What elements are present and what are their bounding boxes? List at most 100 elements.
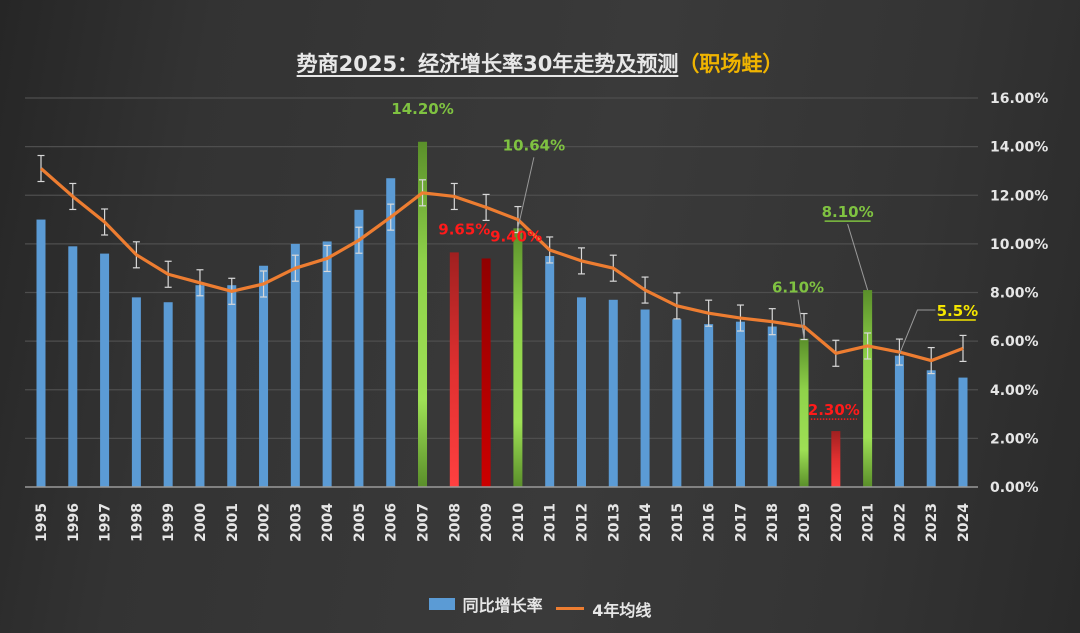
y-tick-label: 14.00% <box>990 140 1048 156</box>
y-tick-label: 4.00% <box>990 383 1039 399</box>
annotation-label: 14.20% <box>391 100 453 118</box>
y-tick-label: 8.00% <box>990 286 1039 302</box>
chart-title-suffix: （职场蛙） <box>678 52 784 76</box>
x-tick-label: 2011 <box>543 503 559 542</box>
gridlines <box>25 97 978 439</box>
chart-title: 势商2025：经济增长率30年走势及预测（职场蛙） <box>0 48 1080 78</box>
x-tick-label: 2022 <box>892 503 908 542</box>
annotation-2020: 2.30% <box>808 401 860 420</box>
x-tick-label: 1995 <box>34 503 50 542</box>
bar-2015 <box>672 319 682 487</box>
bar-1997 <box>100 253 110 487</box>
annotation-label: 8.10% <box>822 203 874 221</box>
y-tick-label: 12.00% <box>990 188 1048 204</box>
x-tick-label: 1999 <box>161 503 177 542</box>
annotation-2019: 6.10% <box>772 279 824 339</box>
bar-2021 <box>863 290 873 487</box>
bar-2014 <box>640 309 650 487</box>
x-tick-label: 2000 <box>193 503 209 542</box>
x-tick-label: 2003 <box>288 503 304 542</box>
y-tick-label: 16.00% <box>990 91 1048 107</box>
annotation-label: 5.5% <box>937 302 979 320</box>
bar-2011 <box>545 256 555 487</box>
bar-2019 <box>799 338 809 487</box>
bar-2000 <box>195 285 205 487</box>
x-tick-label: 2018 <box>765 503 781 542</box>
x-tick-label: 2013 <box>606 503 622 542</box>
legend-swatch-line <box>556 607 585 610</box>
line-4yr-average <box>39 167 964 363</box>
chart-title-main: 势商2025：经济增长率30年走势及预测 <box>296 52 679 76</box>
bar-2001 <box>227 285 237 487</box>
x-tick-label: 2002 <box>257 503 273 542</box>
bar-2018 <box>767 326 777 487</box>
bar-2022 <box>894 355 904 487</box>
bar-2024 <box>958 377 968 487</box>
x-tick-label: 2023 <box>924 503 940 542</box>
leader-line <box>847 223 869 291</box>
annotation-label: 9.65% <box>438 220 490 238</box>
y-tick-label: 0.00% <box>990 480 1039 496</box>
annotation-2021: 8.10% <box>822 203 874 291</box>
x-axis: 1995 1996 1997 1998 1999 2000 2001 2002 2003 2004… <box>25 486 978 542</box>
bar-2004 <box>322 241 332 487</box>
x-tick-label: 2017 <box>733 503 749 542</box>
leader-line <box>517 157 535 229</box>
x-tick-label: 2004 <box>320 503 336 542</box>
x-tick-label: 2009 <box>479 503 495 542</box>
annotation-2009: 9.40% <box>490 227 542 245</box>
bar-1995 <box>36 219 46 487</box>
x-tick-label: 2020 <box>829 503 845 542</box>
annotation-label: 10.64% <box>503 136 565 154</box>
annotation-label: 9.40% <box>490 227 542 245</box>
x-tick-label: 2016 <box>702 503 718 542</box>
bar-2016 <box>704 324 714 487</box>
bar-2009 <box>481 258 491 487</box>
bar-2007 <box>418 141 428 487</box>
x-tick-label: 1997 <box>98 503 114 542</box>
x-tick-label: 2008 <box>447 503 463 542</box>
x-tick-label: 2012 <box>574 503 590 542</box>
legend: 同比增长率 4年均线 <box>0 592 1080 621</box>
bar-2003 <box>290 243 300 487</box>
leader-line <box>898 309 936 355</box>
x-tick-label: 1996 <box>66 503 82 542</box>
moving-average-line <box>37 154 967 375</box>
bar-1999 <box>163 302 173 487</box>
bar-2023 <box>926 370 936 487</box>
bar-2012 <box>576 297 586 487</box>
annotation-label: 6.10% <box>772 279 824 297</box>
x-tick-label: 2005 <box>352 503 368 542</box>
x-tick-label: 2007 <box>416 503 432 542</box>
legend-swatch-bar <box>428 598 455 610</box>
legend-label-bar: 同比增长率 <box>462 596 543 615</box>
annotations: 14.20% 9.65% 9.40% 10.64% 6.10% 2.30% 8.10% 5.5… <box>391 100 979 420</box>
x-tick-label: 2006 <box>384 503 400 542</box>
y-axis: 0.00% 2.00% 4.00% 6.00% 8.00% 10.00% 12.00% 14.… <box>990 91 1048 496</box>
bar-2002 <box>259 265 269 487</box>
x-tick-label: 2001 <box>225 503 241 542</box>
y-tick-label: 2.00% <box>990 431 1039 447</box>
bar-1996 <box>68 246 78 487</box>
legend-item-bar[interactable]: 同比增长率 <box>428 592 543 616</box>
x-tick-label: 2021 <box>861 503 877 542</box>
bar-2005 <box>354 209 364 487</box>
x-tick-label: 2010 <box>511 503 527 542</box>
y-tick-label: 6.00% <box>990 334 1039 350</box>
legend-item-line[interactable]: 4年均线 <box>556 597 651 621</box>
x-tick-label: 2024 <box>956 503 972 542</box>
legend-label-line: 4年均线 <box>592 600 652 620</box>
bar-2006 <box>386 178 396 487</box>
bar-2017 <box>735 321 745 487</box>
leader-line <box>797 299 805 339</box>
annotation-2010: 10.64% <box>503 136 565 229</box>
annotation-2022: 5.5% <box>898 302 979 355</box>
bar-1998 <box>131 297 141 487</box>
x-tick-label: 2014 <box>638 503 654 542</box>
bar-2013 <box>608 299 618 487</box>
annotation-label: 2.30% <box>808 401 860 419</box>
annotation-2008: 9.65% <box>438 220 490 238</box>
y-tick-label: 10.00% <box>990 237 1048 253</box>
x-tick-label: 2015 <box>670 503 686 542</box>
